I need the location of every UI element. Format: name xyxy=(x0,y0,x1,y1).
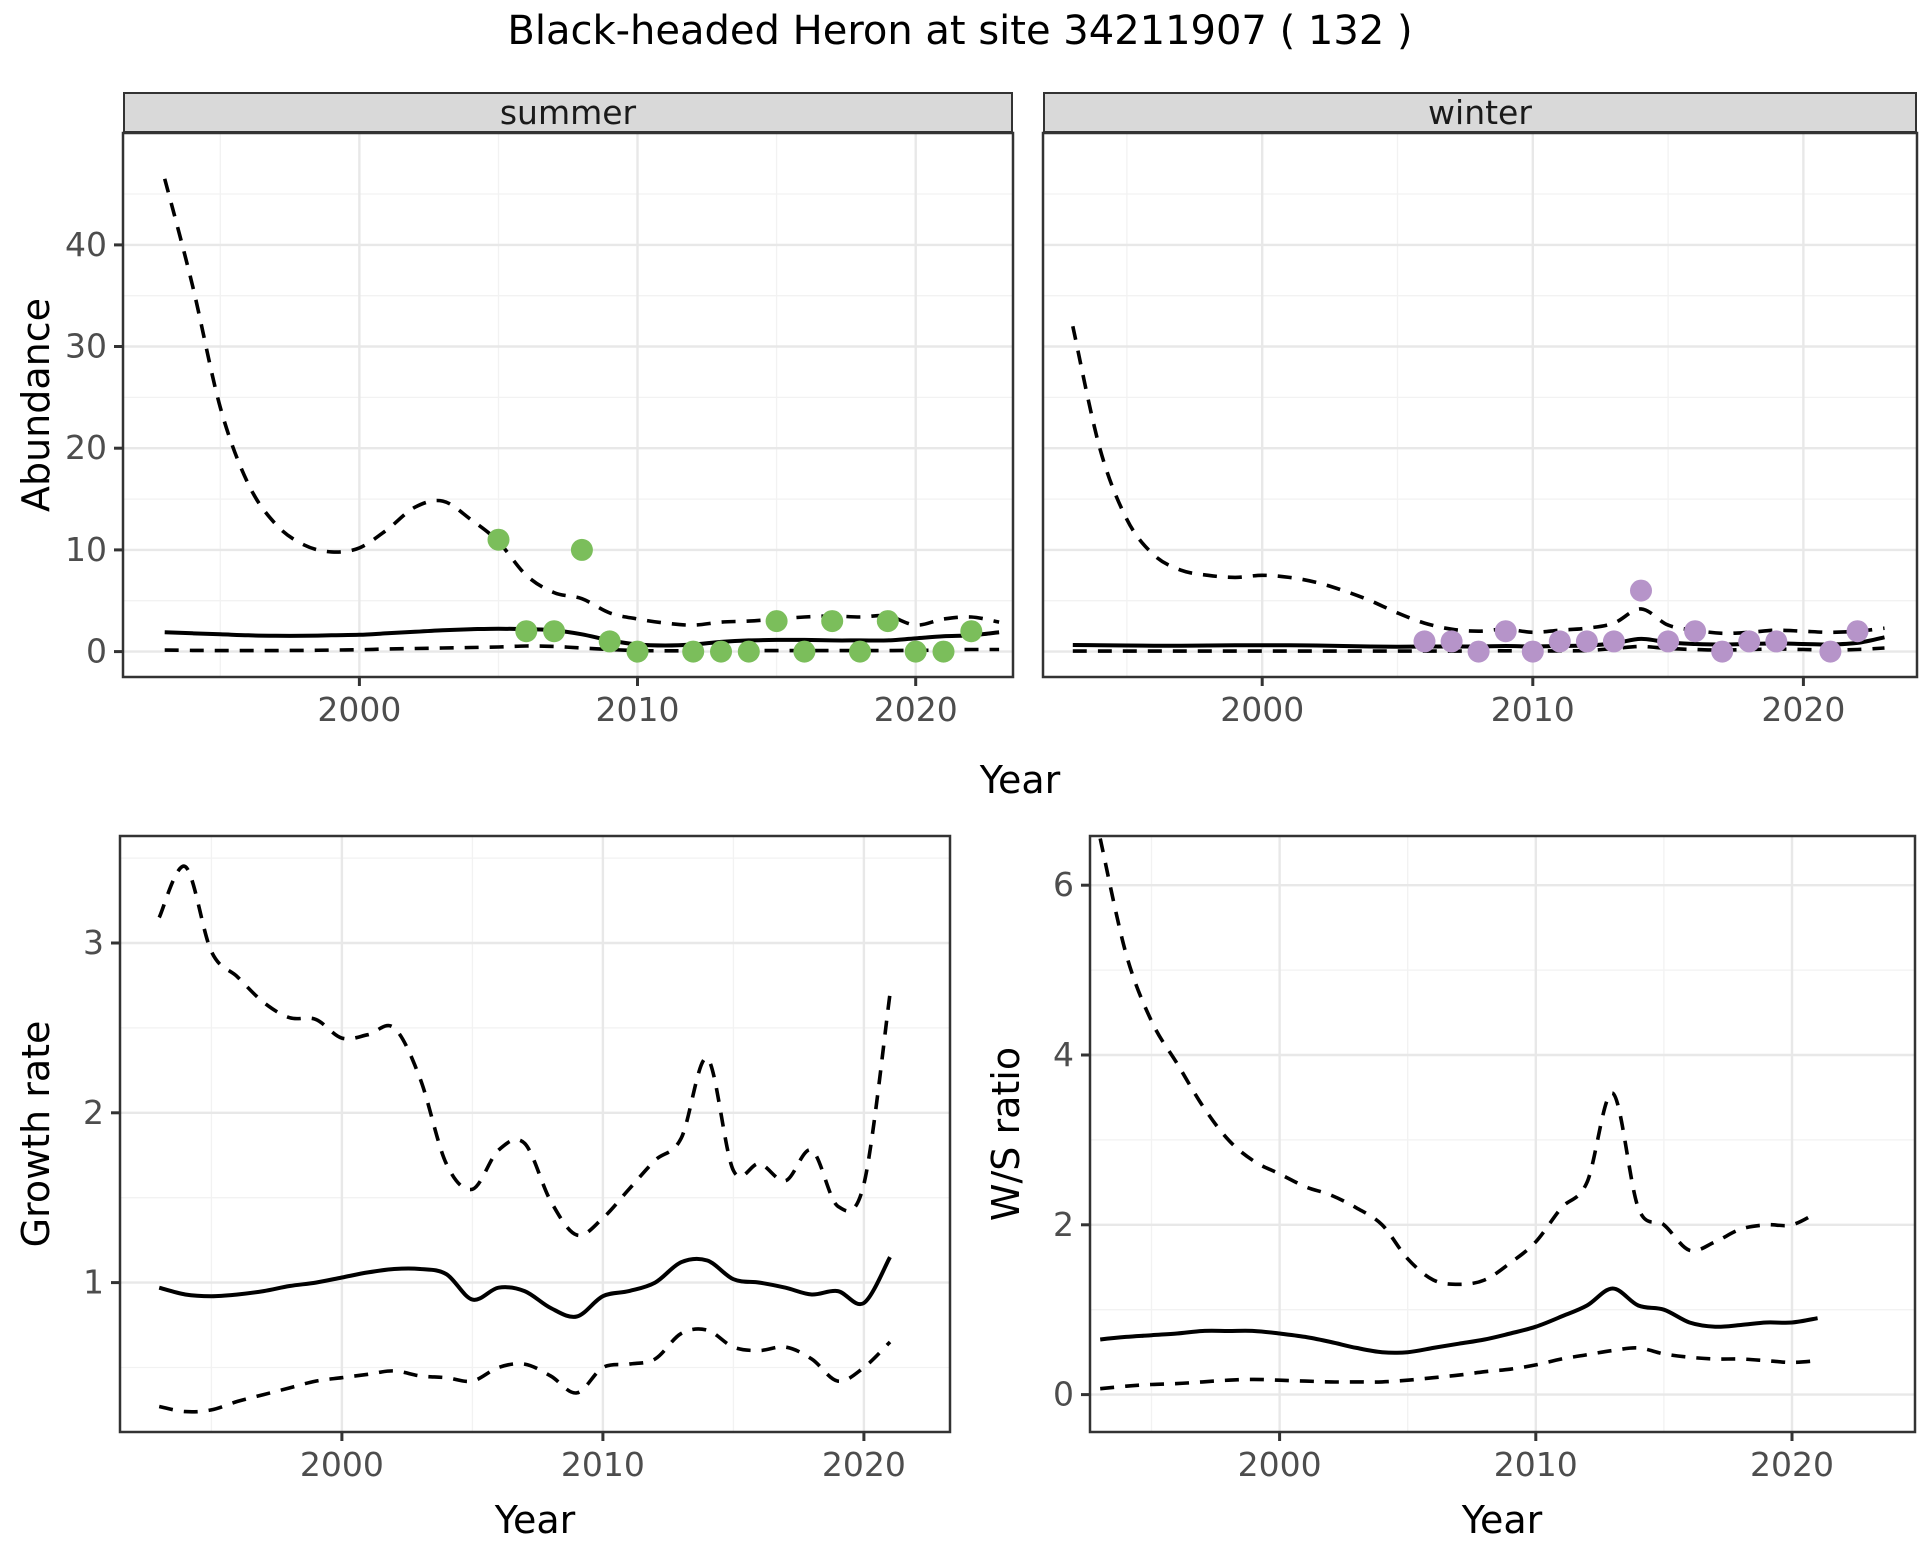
data-point xyxy=(1846,620,1869,643)
panel-border xyxy=(121,131,1015,679)
data-point xyxy=(960,620,983,643)
data-point xyxy=(1413,630,1436,653)
series-median-line xyxy=(158,1256,892,1319)
facet-strip-summer: summer xyxy=(123,92,1013,133)
x-tick-label: 2020 xyxy=(874,690,958,729)
x-axis-title-year-top: Year xyxy=(979,758,1061,802)
series-upper_95ci-line xyxy=(1098,838,1819,1287)
x-tick-label: 2010 xyxy=(1491,690,1575,729)
panel-background xyxy=(123,133,1013,677)
series-lower_95ci-line xyxy=(158,1327,892,1414)
data-point xyxy=(849,640,871,663)
data-point xyxy=(1467,640,1490,663)
y-tick-label: 10 xyxy=(65,530,107,569)
data-point xyxy=(626,640,649,663)
data-point xyxy=(1440,630,1463,653)
data-point xyxy=(1819,640,1842,663)
panel-abundance_summer: 2000 2010 2020 0 10 20 30 40 xyxy=(65,131,1015,729)
data-point xyxy=(1711,640,1734,663)
data-point xyxy=(821,610,844,633)
data-point xyxy=(1548,630,1571,653)
x-axis-title-year-bottom-left: Year xyxy=(494,1498,576,1542)
data-point xyxy=(1684,620,1707,643)
y-tick-label: 1 xyxy=(83,1263,104,1302)
y-tick-label: 40 xyxy=(65,225,107,264)
data-point xyxy=(543,620,566,643)
panel-ws_ratio: 2000 2010 2020 0 2 4 6 xyxy=(1053,834,1917,1484)
chart-title: Black-headed Heron at site 34211907 ( 13… xyxy=(507,8,1413,54)
points-observed_counts_summer xyxy=(487,528,983,663)
data-point xyxy=(1602,630,1625,653)
x-tick-label: 2010 xyxy=(596,690,680,729)
y-tick-label: 0 xyxy=(1053,1375,1074,1414)
data-point xyxy=(570,538,593,561)
data-point xyxy=(1494,620,1517,643)
x-tick-label: 2000 xyxy=(1238,1445,1322,1484)
data-point xyxy=(710,640,732,663)
series-median-line xyxy=(164,626,1000,648)
data-point xyxy=(876,610,899,633)
panel-border xyxy=(1041,131,1919,679)
data-point xyxy=(765,610,788,633)
series-upper_95ci-line xyxy=(162,178,1000,627)
x-tick-label: 2020 xyxy=(1761,690,1845,729)
data-point xyxy=(1738,630,1761,653)
data-point xyxy=(932,640,955,663)
data-point xyxy=(515,620,538,643)
x-tick-label: 2000 xyxy=(1220,690,1304,729)
data-point xyxy=(682,640,705,663)
y-tick-label: 4 xyxy=(1053,1035,1074,1074)
data-point xyxy=(1765,630,1788,653)
y-tick-label: 2 xyxy=(83,1093,104,1132)
data-point xyxy=(598,630,621,653)
y-tick-label: 6 xyxy=(1053,865,1074,904)
data-point xyxy=(1657,630,1680,653)
panel-background xyxy=(120,836,950,1432)
panel-border xyxy=(118,834,952,1434)
x-axis-title-year-bottom-right: Year xyxy=(1461,1498,1543,1542)
facet-strip-winter: winter xyxy=(1043,92,1917,133)
x-tick-label: 2000 xyxy=(317,690,401,729)
y-tick-label: 2 xyxy=(1053,1205,1074,1244)
panel-border xyxy=(1088,834,1917,1434)
x-tick-label: 2020 xyxy=(1750,1445,1834,1484)
x-tick-label: 2010 xyxy=(561,1445,645,1484)
data-point xyxy=(1575,630,1598,653)
data-point xyxy=(793,640,816,663)
panel-growth_rate: 2000 2010 2020 1 2 3 xyxy=(83,834,952,1484)
x-tick-label: 2010 xyxy=(1494,1445,1578,1484)
x-tick-label: 2020 xyxy=(822,1445,906,1484)
y-tick-label: 20 xyxy=(65,428,107,467)
data-point xyxy=(1630,579,1652,602)
y-tick-label: 30 xyxy=(65,327,107,366)
y-tick-label: 3 xyxy=(83,923,104,962)
data-point xyxy=(904,640,927,663)
panel-background xyxy=(1043,133,1917,677)
x-tick-label: 2000 xyxy=(300,1445,384,1484)
data-point xyxy=(1521,640,1544,663)
data-point xyxy=(487,528,510,551)
series-lower_95ci-line xyxy=(1100,1346,1818,1391)
y-tick-label: 0 xyxy=(86,632,107,671)
facet-strip-summer-label: summer xyxy=(499,93,637,132)
facet-strip-winter-label: winter xyxy=(1428,93,1532,132)
series-median-line xyxy=(1099,1286,1818,1355)
panel-abundance_winter: 2000 2010 2020 xyxy=(1041,131,1919,729)
points-observed_counts_winter xyxy=(1413,579,1869,663)
data-point xyxy=(737,640,760,663)
series-upper_95ci-line xyxy=(1071,325,1885,636)
